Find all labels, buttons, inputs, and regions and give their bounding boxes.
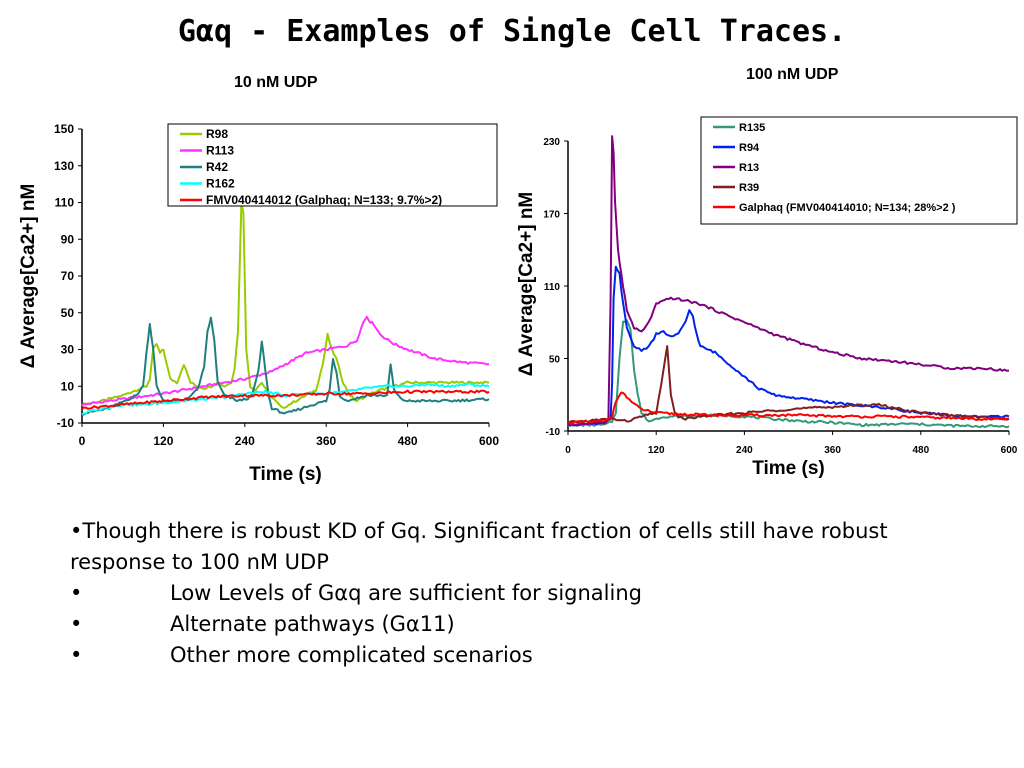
series-line-r113 [81,315,490,407]
x-axis-label: Time (s) [752,458,825,479]
legend-label: R39 [739,182,759,194]
series-line-r39 [567,345,1010,424]
y-tick-label: 150 [54,122,74,136]
y-axis-label: Δ Average[Ca2+] nM [516,192,537,377]
bullet-item: • Alternate pathways (Gα11) [70,609,970,640]
y-axis-label: Δ Average[Ca2+] nM [18,184,39,369]
x-tick-label: 360 [824,445,841,456]
series-line-r162 [81,382,490,416]
series-line-r98 [81,202,490,409]
series-line-galphaq [567,391,1010,425]
slide-title: Gαq - Examples of Single Cell Traces. [0,14,1024,49]
legend-label: Galphaq (FMV040414010; N=134; 28%>2 ) [739,202,956,214]
bullet-marker: • [70,519,83,543]
legend-box [700,116,1018,225]
slide-title-text: Gαq - Examples of Single Cell Traces. [177,14,847,49]
y-tick-label: 110 [544,282,561,293]
series-line-r135 [567,319,1010,429]
x-tick-label: 120 [648,445,665,456]
y-tick-label: 230 [543,137,560,148]
legend-label: R13 [739,162,759,174]
series-line-r42 [81,316,490,416]
bullet-text: Low Levels of Gαq are sufficient for sig… [170,581,642,605]
bullet-item: • Other more complicated scenarios [70,640,970,671]
y-tick-label: -10 [57,416,75,430]
chart2-title: 100 nM UDP [746,66,839,83]
legend-label: R162 [206,177,235,191]
y-tick-label: 30 [61,343,75,357]
x-tick-label: 120 [153,434,173,448]
legend-box [167,123,498,207]
y-tick-label: 90 [61,232,75,246]
bullet-marker: • [70,643,83,667]
x-tick-label: 600 [479,434,499,448]
legend-label: R94 [739,142,760,154]
bullet-text: Though there is robust KD of Gq. Signifi… [70,519,888,574]
series-line-r13 [567,135,1010,427]
y-tick-label: 170 [543,210,560,221]
y-tick-label: 10 [61,379,75,393]
y-tick-label: 110 [55,196,75,210]
legend-label: R113 [206,144,234,158]
y-tick-label: 70 [61,269,75,283]
y-tick-label: 50 [61,306,75,320]
x-tick-label: 0 [565,445,571,456]
x-tick-label: 0 [79,434,86,448]
series-line-fmv040414012 [81,389,490,410]
y-tick-label: 50 [549,355,561,366]
y-tick-label: -10 [546,427,561,438]
bullet-item: • Low Levels of Gαq are sufficient for si… [70,578,970,609]
legend-label: R98 [206,127,228,141]
chart1-title: 10 nM UDP [234,74,318,91]
series-line-r94 [567,265,1010,427]
bullet-text: Alternate pathways (Gα11) [170,612,455,636]
x-tick-label: 600 [1001,445,1018,456]
x-tick-label: 480 [912,445,929,456]
legend-label: R135 [739,122,765,134]
x-tick-label: 240 [235,434,255,448]
bullet-item: •Though there is robust KD of Gq. Signif… [70,516,970,578]
x-tick-label: 240 [736,445,753,456]
x-tick-label: 480 [398,434,418,448]
legend-label: R42 [206,160,228,174]
x-axis-label: Time (s) [249,464,322,485]
legend-label: FMV040414012 (Galphaq; N=133; 9.7%>2) [206,193,442,207]
bullet-marker: • [70,612,83,636]
x-tick-label: 360 [316,434,336,448]
bullet-list: •Though there is robust KD of Gq. Signif… [70,516,970,671]
bullet-marker: • [70,581,83,605]
bullet-text: Other more complicated scenarios [170,643,533,667]
y-tick-label: 130 [54,159,74,173]
